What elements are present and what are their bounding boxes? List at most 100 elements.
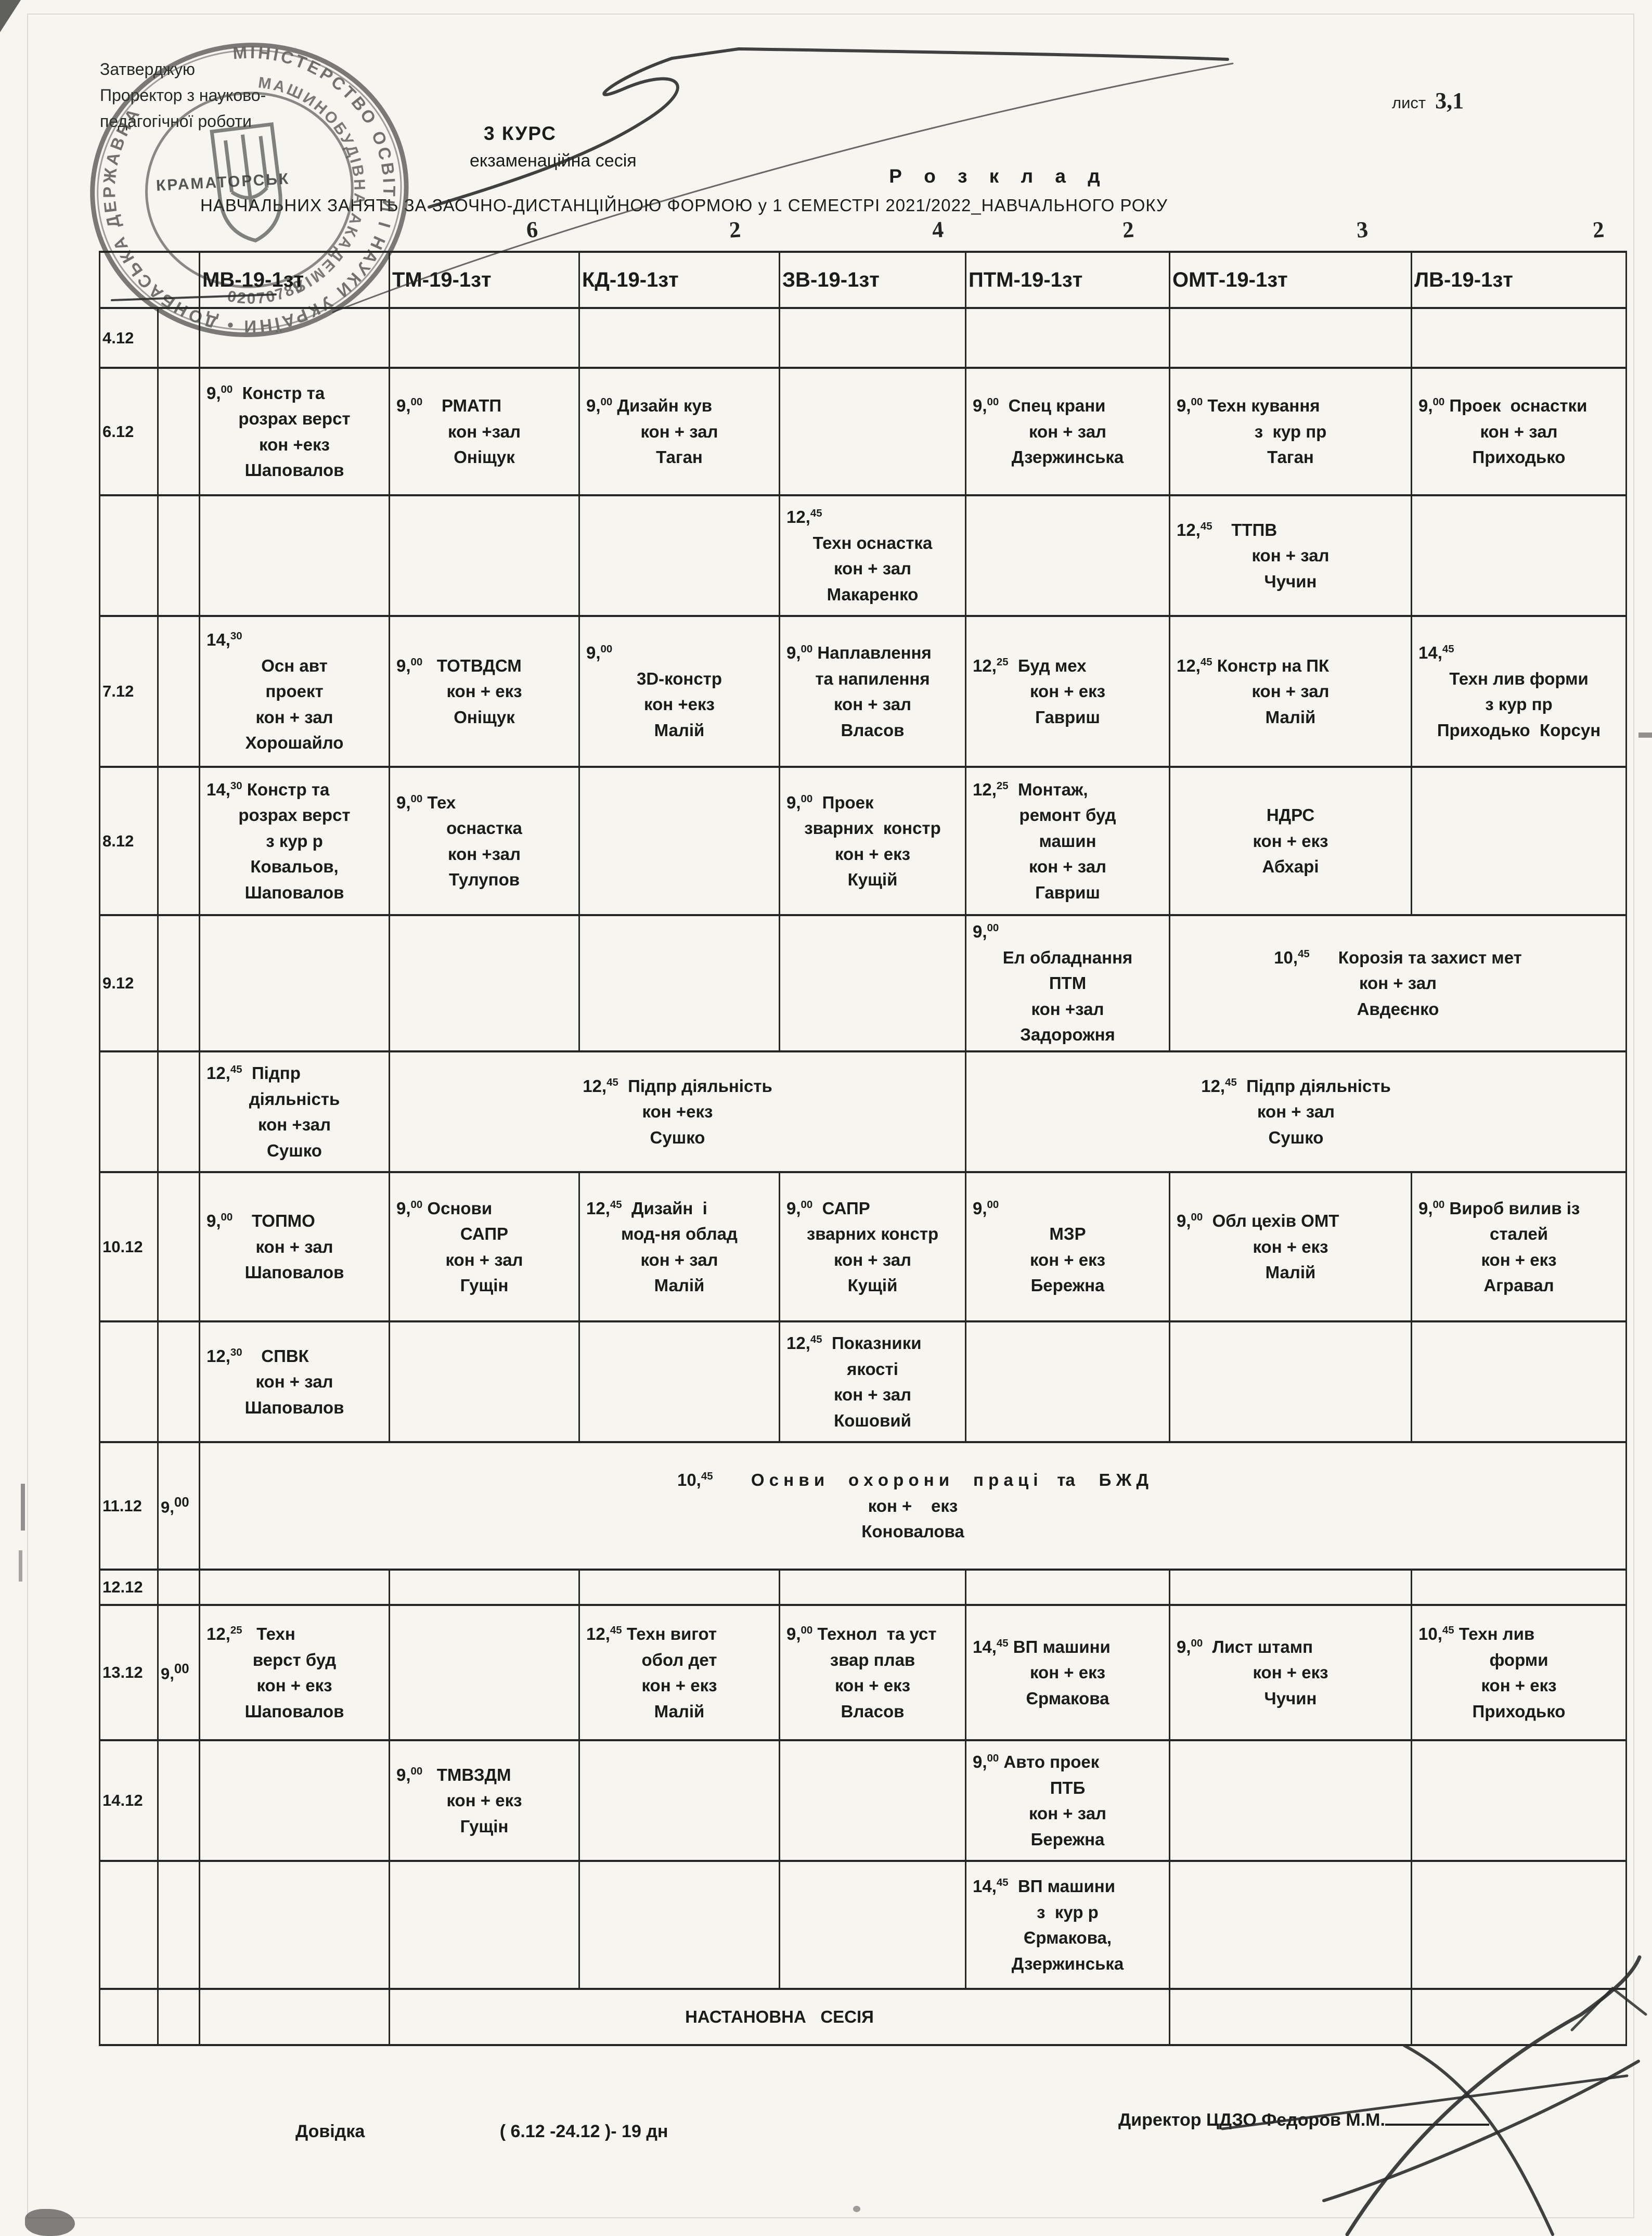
signature-underline (1385, 2108, 1489, 2126)
schedule-cell: 12,45 Показники якості кон + зал Кошовий (779, 1320, 966, 1443)
time-subcell (157, 1050, 200, 1173)
handwritten-count: 3 (1356, 216, 1369, 243)
schedule-cell: 12,25 Монтаж, ремонт буд машин кон + зал Гав… (965, 766, 1170, 916)
date-cell: 4.12 (99, 307, 159, 369)
empty-cell (389, 1604, 580, 1741)
schedule-cell: НДРС кон + екз Абхарі (1169, 766, 1412, 916)
date-cell: 9.12 (99, 914, 159, 1052)
empty-cell (578, 1569, 780, 1606)
schedule-cell: 9,00 Вироб вилив із сталей кон + екз Аграва… (1411, 1171, 1627, 1322)
table-row: 14.12 9,00 ТМВЗДМ кон + екз Гущін 9,00 Авто … (99, 1739, 1627, 1862)
empty-cell (1169, 1320, 1412, 1443)
time-subcell (157, 1860, 200, 1990)
schedule-cell: 12,45 Техн оснастка кон + зал Макаренко (779, 494, 966, 617)
schedule-cell: 12,25 Буд мех кон + екз Гавриш (965, 615, 1170, 768)
schedule-cell: 12,25 Техн верст буд кон + екз Шаповалов (199, 1604, 390, 1741)
empty-cell (578, 766, 780, 916)
time-subcell (157, 494, 200, 617)
empty-cell (199, 1988, 390, 2046)
empty-cell (1169, 307, 1412, 369)
table-row: 10.12 9,00 ТОПМО кон + зал Шаповалов 9,00 Ос… (99, 1171, 1627, 1322)
empty-cell (965, 1320, 1170, 1443)
reference-label: Довідка (295, 2122, 365, 2141)
handwritten-count: 6 (525, 216, 539, 243)
schedule-cell: 14,45 ВП машини кон + екз Єрмакова (965, 1604, 1170, 1741)
schedule-table: МВ-19-1зт ТМ-19-1зт КД-19-1зт ЗВ-19-1зт ПТМ-… (99, 251, 1627, 2046)
schedule-cell: 14,45 Техн лив форми з кур пр Приходько Кор… (1411, 615, 1627, 768)
time-subcell (157, 766, 200, 916)
empty-cell (1169, 1739, 1412, 1862)
table-row: 12,45 Техн оснастка кон + зал Макаренко 12,4… (99, 494, 1627, 617)
empty-cell (965, 1569, 1170, 1606)
scan-artifact (0, 0, 21, 32)
group-header: ОМТ-19-1зт (1169, 251, 1412, 309)
schedule-cell: 9,00 Наплавлення та напилення кон + зал Вла… (779, 615, 966, 768)
schedule-cell: 9,00 МЗР кон + екз Бережна (965, 1171, 1170, 1322)
schedule-cell: 9,00 РМАТП кон +зал Оніщук (389, 367, 580, 496)
empty-cell (389, 1569, 580, 1606)
schedule-cell: 10,45 О с н в и о х о р о н и п р а ц і … (199, 1441, 1627, 1571)
schedule-cell: 12,45 Підпр діяльність кон + зал Сушко (965, 1050, 1627, 1173)
director-label: Директор ЦДЗО Федоров М.М. (1118, 2110, 1385, 2130)
empty-cell (1169, 1988, 1412, 2046)
date-cell: 7.12 (99, 615, 159, 768)
table-row: 12.12 (99, 1569, 1627, 1606)
scan-artifact (1638, 733, 1652, 738)
scan-artifact (21, 1484, 25, 1531)
schedule-cell: 9,00 Технол та уст звар плав кон + екз Влас… (779, 1604, 966, 1741)
schedule-cell: 9,00 Авто проек ПТБ кон + зал Бережна (965, 1739, 1170, 1862)
empty-cell (1411, 766, 1627, 916)
schedule-cell: 14,30 Констр та розрах верст з кур р Коваль… (199, 766, 390, 916)
schedule-cell: 9,00 Проек зварних констр кон + екз Кущій (779, 766, 966, 916)
schedule-cell: 10,45 Техн лив форми кон + екз Приходько (1411, 1604, 1627, 1741)
handwritten-count: 2 (728, 216, 742, 243)
handwritten-count: 2 (1592, 216, 1605, 243)
table-row: 7.12 14,30 Осн авт проект кон + зал Хорошайло… (99, 615, 1627, 768)
scan-artifact (853, 2206, 860, 2212)
group-header: ТМ-19-1зт (389, 251, 580, 309)
table-row: 11.12 9,00 10,45 О с н в и о х о р о н и п… (99, 1441, 1627, 1571)
table-header-row: МВ-19-1зт ТМ-19-1зт КД-19-1зт ЗВ-19-1зт ПТМ-… (99, 251, 1627, 309)
empty-cell (199, 914, 390, 1052)
empty-cell (578, 1860, 780, 1990)
empty-cell (1411, 1739, 1627, 1862)
empty-cell (965, 307, 1170, 369)
schedule-cell: 9,00 Основи САПР кон + зал Гущін (389, 1171, 580, 1322)
trident-emblem (210, 122, 282, 243)
empty-cell (389, 494, 580, 617)
empty-cell (1411, 494, 1627, 617)
approval-line-3: педагогічної роботи (100, 112, 252, 131)
table-row: 8.12 14,30 Констр та розрах верст з кур р Ко… (99, 766, 1627, 916)
schedule-cell: 9,00 Тех оснастка кон +зал Тулупов (389, 766, 580, 916)
time-subcell (157, 1171, 200, 1322)
time-subcell (157, 1988, 200, 2046)
empty-cell (779, 1860, 966, 1990)
time-subcell (157, 1320, 200, 1443)
course-title: 3 КУРС (484, 123, 557, 144)
empty-cell (779, 1739, 966, 1862)
reference-note: Довідка ( 6.12 -24.12 )- 19 дн (295, 2122, 668, 2142)
date-cell: 14.12 (99, 1739, 159, 1862)
empty-cell (779, 914, 966, 1052)
session-subtitle: екзаменаційна сесія (470, 151, 637, 171)
schedule-cell: 9,00 Проек оснастки кон + зал Приходько (1411, 367, 1627, 496)
empty-cell (389, 307, 580, 369)
empty-cell (1169, 1569, 1412, 1606)
table-row: 12,45 Підпр діяльність кон +зал Сушко 12,45 … (99, 1050, 1627, 1173)
group-header: ЛВ-19-1зт (1411, 251, 1627, 309)
date-cell: 13.12 (99, 1604, 159, 1741)
schedule-cell: 9,00 Обл цехів ОМТ кон + екз Малій (1169, 1171, 1412, 1322)
time-subcell (157, 307, 200, 369)
empty-cell (578, 1739, 780, 1862)
schedule-cell: 9,00 Констр та розрах верст кон +екз Шапова… (199, 367, 390, 496)
table-row: 9.12 9,00 Ел обладнання ПТМ кон +зал Задорожн… (99, 914, 1627, 1052)
group-header: КД-19-1зт (578, 251, 780, 309)
date-cell (99, 1988, 159, 2046)
empty-cell (1411, 1988, 1627, 2046)
schedule-cell: 12,45 ТТПВ кон + зал Чучин (1169, 494, 1412, 617)
sheet-label: лист (1392, 94, 1426, 112)
empty-cell (199, 307, 390, 369)
schedule-cell: 12,45 Підпр діяльність кон +зал Сушко (199, 1050, 390, 1173)
empty-cell (1169, 1860, 1412, 1990)
schedule-cell: 12,45 Техн вигот обол дет кон + екз Малій (578, 1604, 780, 1741)
